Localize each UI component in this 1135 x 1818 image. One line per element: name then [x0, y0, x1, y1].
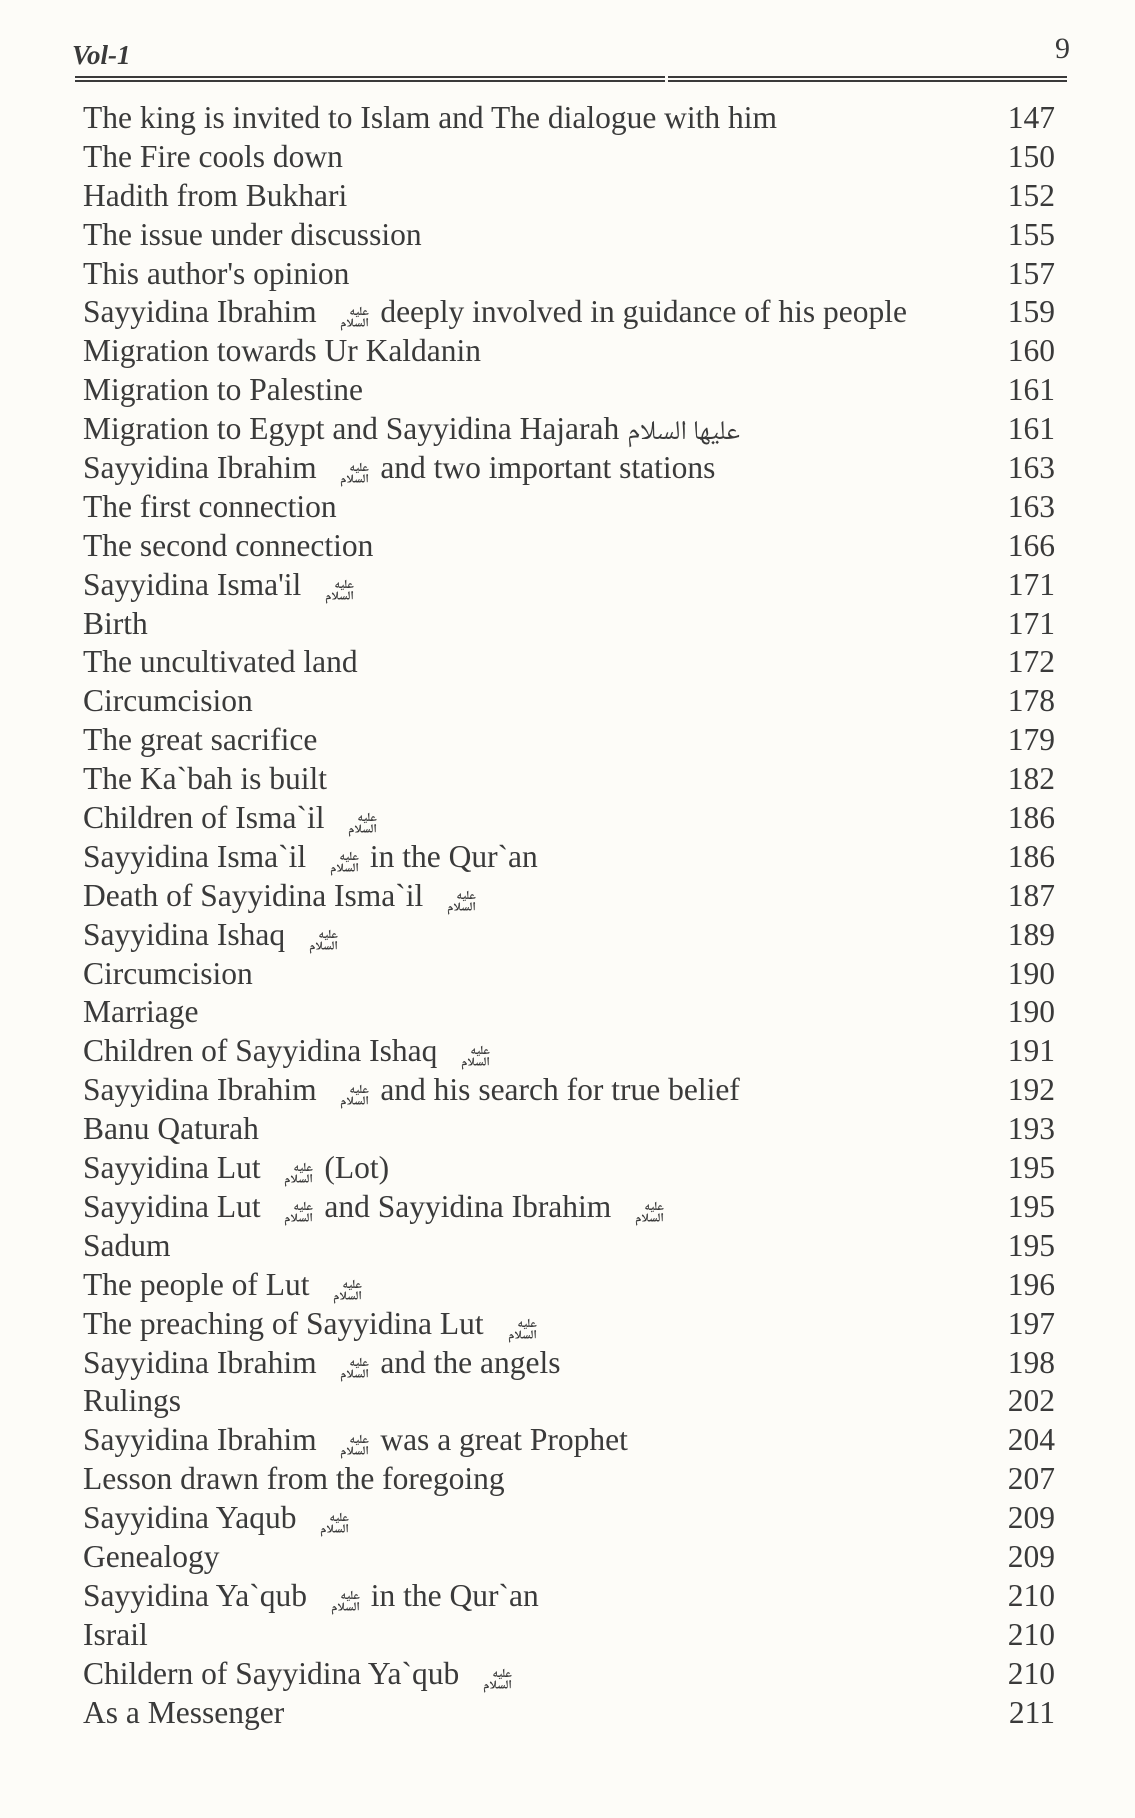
svg-text:السلام: السلام — [341, 470, 370, 491]
svg-text:السلام: السلام — [462, 1053, 491, 1074]
svg-text:السلام: السلام — [483, 1675, 512, 1696]
svg-text:السلام: السلام — [330, 859, 359, 880]
svg-text:السلام: السلام — [285, 1209, 314, 1230]
svg-text:السلام: السلام — [341, 1092, 370, 1113]
svg-text:السلام: السلام — [447, 897, 476, 918]
svg-text:السلام: السلام — [321, 1520, 350, 1541]
svg-text:السلام: السلام — [635, 1209, 664, 1230]
svg-text:السلام: السلام — [309, 936, 338, 957]
svg-text:السلام: السلام — [341, 1364, 370, 1385]
svg-text:السلام: السلام — [331, 1597, 360, 1618]
svg-text:السلام: السلام — [285, 1170, 314, 1191]
svg-text:السلام: السلام — [341, 314, 370, 335]
svg-text:السلام: السلام — [334, 1286, 363, 1307]
svg-text:السلام: السلام — [341, 1442, 370, 1463]
svg-text:السلام: السلام — [325, 586, 354, 607]
svg-text:السلام: السلام — [349, 820, 378, 841]
svg-text:السلام: السلام — [508, 1325, 537, 1346]
